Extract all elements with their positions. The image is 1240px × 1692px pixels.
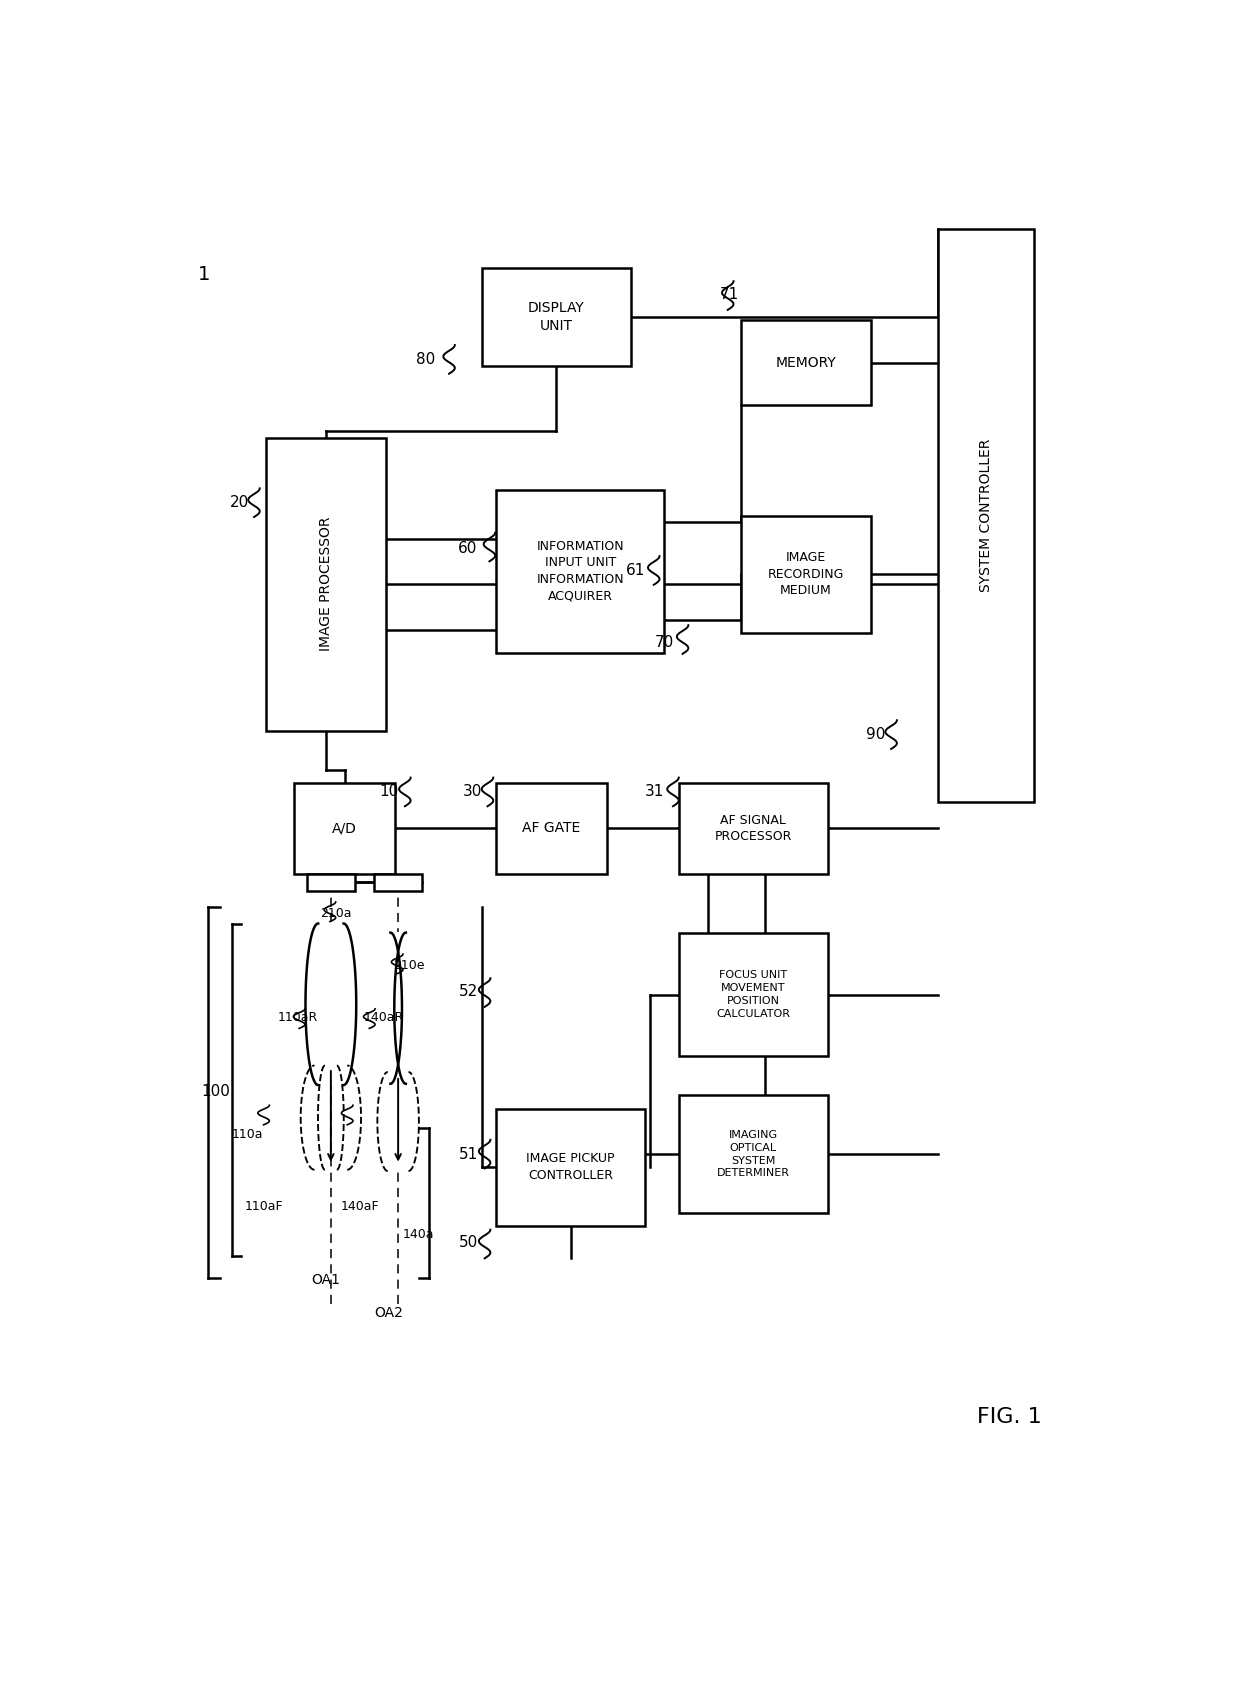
Text: 70: 70 (655, 634, 675, 650)
Text: AF GATE: AF GATE (522, 821, 580, 836)
Text: IMAGING
OPTICAL
SYSTEM
DETERMINER: IMAGING OPTICAL SYSTEM DETERMINER (717, 1130, 790, 1178)
Text: 110a: 110a (232, 1129, 263, 1140)
Text: INFORMATION
INPUT UNIT
INFORMATION
ACQUIRER: INFORMATION INPUT UNIT INFORMATION ACQUI… (537, 540, 624, 602)
Bar (294, 783, 396, 875)
Text: DISPLAY
UNIT: DISPLAY UNIT (528, 301, 584, 333)
Bar (374, 875, 422, 892)
Polygon shape (377, 1073, 419, 1171)
Bar (742, 320, 870, 404)
Text: 30: 30 (463, 785, 481, 799)
Bar (939, 228, 1034, 802)
Polygon shape (391, 932, 405, 1085)
Text: 210a: 210a (320, 907, 352, 919)
Bar (496, 783, 606, 875)
Bar (496, 1108, 645, 1225)
Bar (306, 875, 355, 892)
Text: IMAGE PROCESSOR: IMAGE PROCESSOR (319, 516, 332, 651)
Text: 80: 80 (417, 352, 435, 367)
Text: 140aF: 140aF (341, 1200, 379, 1213)
Text: 51: 51 (459, 1147, 477, 1162)
Text: 61: 61 (626, 563, 645, 579)
Polygon shape (337, 1066, 361, 1169)
Text: OA1: OA1 (311, 1274, 341, 1288)
Text: 110aR: 110aR (278, 1010, 319, 1024)
Text: SYSTEM CONTROLLER: SYSTEM CONTROLLER (980, 438, 993, 592)
Text: IMAGE
RECORDING
MEDIUM: IMAGE RECORDING MEDIUM (768, 552, 844, 597)
Bar (481, 269, 631, 365)
Bar (678, 1095, 828, 1213)
Text: 100: 100 (201, 1085, 229, 1100)
Text: IMAGE PICKUP
CONTROLLER: IMAGE PICKUP CONTROLLER (527, 1152, 615, 1183)
Text: FIG. 1: FIG. 1 (977, 1408, 1042, 1428)
Text: 10: 10 (379, 785, 398, 799)
Bar (678, 783, 828, 875)
Text: OA2: OA2 (374, 1306, 403, 1320)
Bar (265, 438, 386, 731)
Text: AF SIGNAL
PROCESSOR: AF SIGNAL PROCESSOR (714, 814, 792, 843)
Text: MEMORY: MEMORY (776, 355, 837, 369)
Text: 71: 71 (720, 286, 739, 301)
Bar (742, 516, 870, 633)
Bar (496, 489, 665, 653)
Text: 60: 60 (458, 541, 477, 555)
Text: 110aF: 110aF (244, 1200, 283, 1213)
Polygon shape (305, 924, 356, 1085)
Text: 31: 31 (645, 785, 665, 799)
Polygon shape (300, 1066, 325, 1169)
Text: 140a: 140a (403, 1228, 434, 1242)
Text: 50: 50 (459, 1235, 477, 1250)
Bar (678, 932, 828, 1056)
Text: 140aR: 140aR (363, 1010, 404, 1024)
Text: 210e: 210e (393, 959, 425, 971)
Text: 20: 20 (229, 496, 249, 511)
Text: A/D: A/D (332, 821, 357, 836)
Text: 90: 90 (866, 728, 885, 743)
Text: FOCUS UNIT
MOVEMENT
POSITION
CALCULATOR: FOCUS UNIT MOVEMENT POSITION CALCULATOR (717, 970, 790, 1019)
Text: 52: 52 (459, 983, 477, 998)
Text: 1: 1 (198, 266, 211, 284)
